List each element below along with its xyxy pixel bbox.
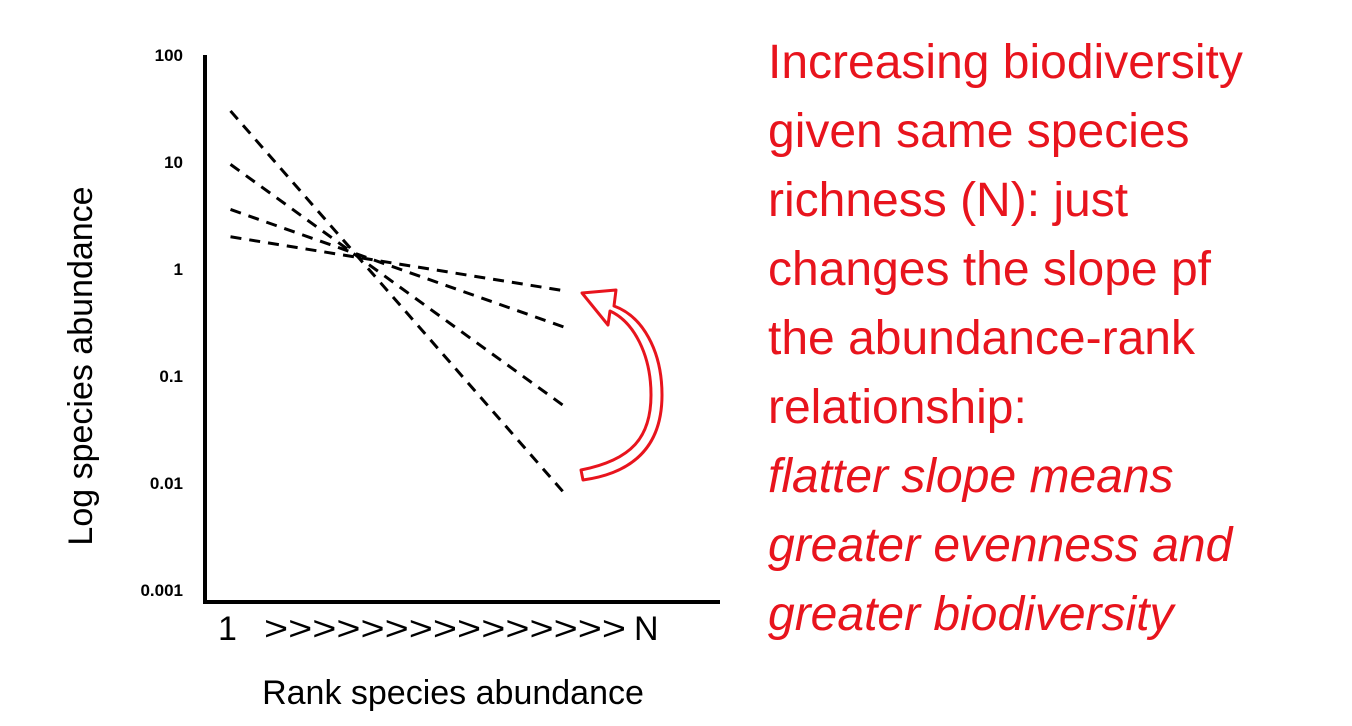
y-tick-label: 0.001 <box>140 581 183 600</box>
series-lines <box>229 109 569 498</box>
x-tick-first: 1 <box>218 610 237 648</box>
series-line <box>229 163 568 410</box>
annotation-line: richness (N): just <box>768 174 1129 227</box>
series-line <box>230 235 568 293</box>
curved-arrow-icon <box>579 288 664 482</box>
y-tick-label: 10 <box>164 153 183 172</box>
annotation-italic-line: flatter slope means <box>768 450 1174 503</box>
y-axis-title: Log species abundance <box>62 186 100 545</box>
annotation-italic-line: greater evenness and <box>768 519 1233 572</box>
abundance-rank-chart: 100 10 1 0.1 0.01 0.001 1 >>>>>>>>>>>>>>> N R… <box>62 46 720 712</box>
y-tick-label: 1 <box>174 260 183 279</box>
y-tick-label: 0.01 <box>150 474 183 493</box>
series-line <box>229 109 569 498</box>
x-axis-title: Rank species abundance <box>262 674 644 712</box>
series-line <box>230 208 568 330</box>
annotation-line: given same species <box>768 105 1190 158</box>
x-tick-middle: >>>>>>>>>>>>>>> <box>264 610 626 648</box>
y-tick-labels: 100 10 1 0.1 0.01 0.001 <box>140 46 183 600</box>
annotation-line: the abundance-rank <box>768 312 1195 365</box>
annotation-line: Increasing biodiversity <box>768 36 1243 89</box>
y-tick-label: 0.1 <box>159 367 183 386</box>
annotation-line: changes the slope pf <box>768 243 1211 296</box>
biodiversity-annotation: Increasing biodiversity given same speci… <box>768 28 1348 649</box>
annotation-italic-line: greater biodiversity <box>768 588 1174 641</box>
annotation-line: relationship: <box>768 381 1027 434</box>
x-tick-last: N <box>634 610 659 648</box>
y-tick-label: 100 <box>155 46 183 65</box>
